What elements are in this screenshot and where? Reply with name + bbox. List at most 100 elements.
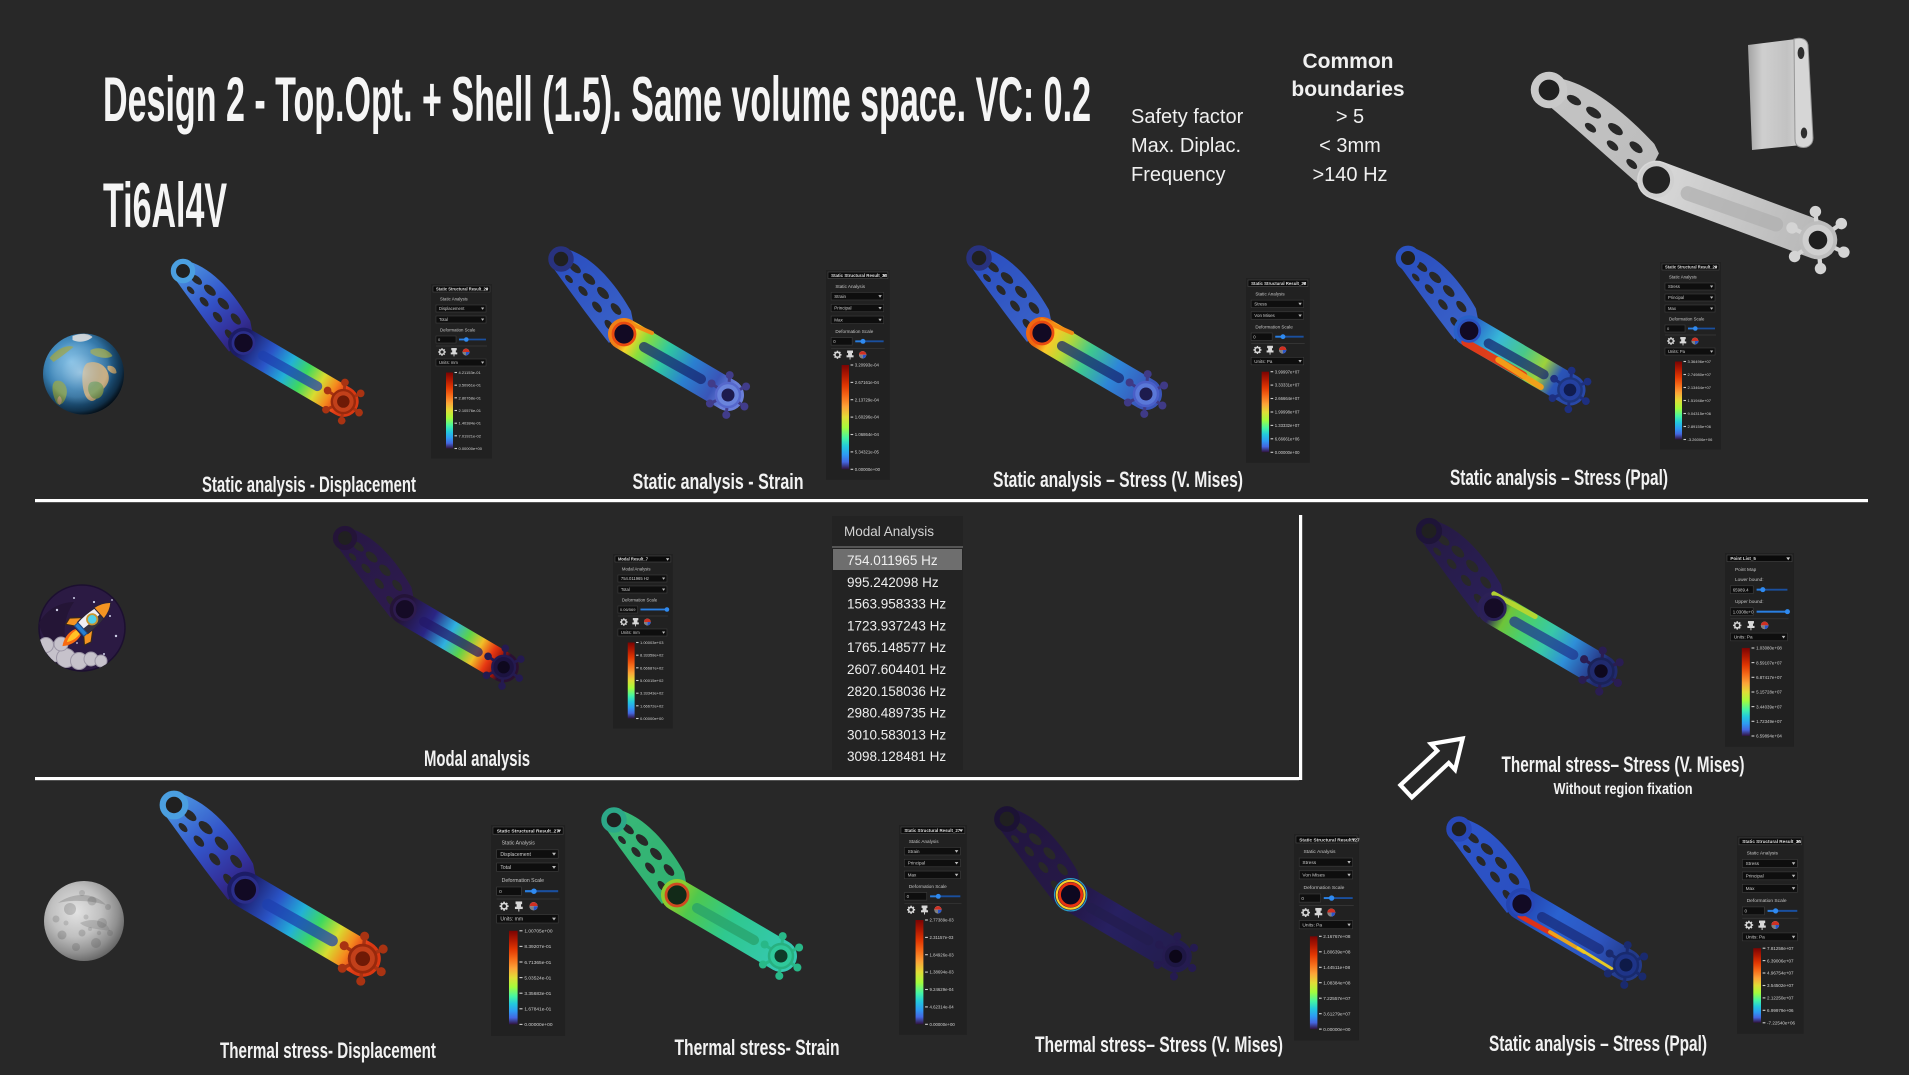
svg-text:Static analysis - Displacement: Static analysis - Displacement <box>202 472 416 497</box>
svg-text:0.00000e+00: 0.00000e+00 <box>1323 1027 1351 1032</box>
svg-text:Principal: Principal <box>834 306 851 311</box>
svg-text:Total: Total <box>621 587 630 592</box>
svg-text:3.20993e-04: 3.20993e-04 <box>855 363 880 368</box>
svg-text:2.80768e-01: 2.80768e-01 <box>459 395 482 400</box>
svg-text:1.66672e+02: 1.66672e+02 <box>640 703 664 708</box>
svg-text:Von Mises: Von Mises <box>1254 313 1275 318</box>
svg-text:1.60296e-04: 1.60296e-04 <box>855 415 880 420</box>
svg-text:Deformation Scale: Deformation Scale <box>1255 324 1293 329</box>
svg-text:1.08384e+08: 1.08384e+08 <box>1323 981 1351 986</box>
svg-text:Deformation Scale: Deformation Scale <box>1747 898 1787 904</box>
svg-text:Max: Max <box>1668 306 1677 311</box>
svg-text:754.011965 Hz: 754.011965 Hz <box>847 553 938 568</box>
svg-text:5.15728e+07: 5.15728e+07 <box>1756 690 1782 695</box>
svg-text:1.06864e-04: 1.06864e-04 <box>855 432 880 437</box>
svg-text:Thermal stress– Stress (V. Mis: Thermal stress– Stress (V. Mises) <box>1502 752 1745 777</box>
svg-text:6.39006e+07: 6.39006e+07 <box>1767 958 1794 963</box>
svg-text:2.89155e+06: 2.89155e+06 <box>1688 424 1712 429</box>
svg-text:2.74980e+07: 2.74980e+07 <box>1688 372 1712 377</box>
svg-text:3098.128481 Hz: 3098.128481 Hz <box>847 749 946 764</box>
svg-text:0.00000e+00: 0.00000e+00 <box>855 467 881 472</box>
svg-text:1.33332e+07: 1.33332e+07 <box>1275 423 1300 428</box>
svg-text:1.00705e+00: 1.00705e+00 <box>524 929 552 935</box>
svg-text:Static Analysis: Static Analysis <box>1303 849 1336 855</box>
svg-text:Thermal stress- Displacement: Thermal stress- Displacement <box>220 1038 436 1063</box>
svg-text:Static Structural Result_27: Static Structural Result_27 <box>497 829 560 835</box>
svg-text:1.44511e+08: 1.44511e+08 <box>1323 965 1350 970</box>
svg-text:Static analysis – Stress (Ppal: Static analysis – Stress (Ppal) <box>1489 1031 1707 1056</box>
svg-text:1.03080e+08: 1.03080e+08 <box>1756 646 1782 651</box>
svg-text:2.12250e+07: 2.12250e+07 <box>1767 996 1794 1001</box>
svg-text:1.99998e+07: 1.99998e+07 <box>1275 410 1300 415</box>
svg-text:Static Structural Result_23: Static Structural Result_23 <box>831 273 887 278</box>
svg-text:2980.489735 Hz: 2980.489735 Hz <box>847 706 946 721</box>
svg-text:1765.148577 Hz: 1765.148577 Hz <box>847 640 946 655</box>
svg-text:Displacement: Displacement <box>500 852 531 858</box>
svg-text:0: 0 <box>499 889 502 895</box>
svg-text:5.00015e+02: 5.00015e+02 <box>640 678 664 683</box>
svg-text:0.00000e+00: 0.00000e+00 <box>930 1022 956 1027</box>
svg-text:Static analysis – Stress (V. M: Static analysis – Stress (V. Mises) <box>993 467 1243 492</box>
svg-text:5.34321e-05: 5.34321e-05 <box>855 450 880 455</box>
svg-text:Total: Total <box>500 865 511 871</box>
svg-text:Static Analysis: Static Analysis <box>1255 292 1285 297</box>
svg-text:1.84926e-03: 1.84926e-03 <box>930 952 955 957</box>
svg-text:2.66664e+07: 2.66664e+07 <box>1275 396 1300 401</box>
svg-text:Static Structural Result_23: Static Structural Result_23 <box>1251 281 1307 286</box>
svg-text:65989.4: 65989.4 <box>1733 587 1749 592</box>
svg-text:Max: Max <box>1746 886 1756 892</box>
svg-text:1.38694e-03: 1.38694e-03 <box>930 970 955 975</box>
svg-text:Strain: Strain <box>834 294 846 299</box>
svg-text:1723.937243 Hz: 1723.937243 Hz <box>847 618 946 633</box>
svg-text:2.77389e-03: 2.77389e-03 <box>930 918 955 923</box>
svg-text:2.13729e-04: 2.13729e-04 <box>855 397 880 402</box>
svg-text:Common: Common <box>1303 50 1394 73</box>
svg-text:Static Structural Result_23: Static Structural Result_23 <box>1665 265 1718 270</box>
svg-text:3.61279e+07: 3.61279e+07 <box>1323 1011 1351 1016</box>
svg-text:Safety factor: Safety factor <box>1131 106 1244 128</box>
svg-text:3.36496e+07: 3.36496e+07 <box>1688 359 1712 364</box>
svg-text:3010.583013 Hz: 3010.583013 Hz <box>847 727 946 742</box>
svg-text:Deformation Scale: Deformation Scale <box>1669 317 1705 322</box>
svg-text:1.00003e+03: 1.00003e+03 <box>640 640 664 645</box>
svg-text:3.50961e-01: 3.50961e-01 <box>459 383 482 388</box>
svg-text:Principal: Principal <box>908 861 925 866</box>
svg-text:2.67161e-04: 2.67161e-04 <box>855 380 880 385</box>
svg-text:0.06/569: 0.06/569 <box>620 607 636 612</box>
svg-text:Max. Diplac.: Max. Diplac. <box>1131 135 1241 157</box>
svg-text:Deformation Scale: Deformation Scale <box>909 884 947 889</box>
svg-text:Principal: Principal <box>1668 295 1684 300</box>
svg-text:0: 0 <box>1667 326 1670 331</box>
svg-text:2.13464e+07: 2.13464e+07 <box>1688 385 1712 390</box>
svg-text:2.16767e+08: 2.16767e+08 <box>1323 934 1351 939</box>
svg-text:6.59894e+04: 6.59894e+04 <box>1756 734 1782 739</box>
svg-text:3.99997e+07: 3.99997e+07 <box>1275 369 1300 374</box>
svg-text:6.99979e+06: 6.99979e+06 <box>1767 1008 1794 1013</box>
svg-text:0: 0 <box>907 894 910 899</box>
svg-text:2820.158036 Hz: 2820.158036 Hz <box>847 684 946 699</box>
svg-text:0.00000e+00: 0.00000e+00 <box>1275 450 1300 455</box>
svg-text:Max: Max <box>908 873 917 878</box>
svg-text:1.80639e+08: 1.80639e+08 <box>1323 950 1351 955</box>
svg-text:Frequency: Frequency <box>1131 164 1226 186</box>
svg-text:0: 0 <box>1253 334 1256 339</box>
svg-text:Static Analysis: Static Analysis <box>440 297 468 302</box>
svg-text:Static Structural Result_27: Static Structural Result_27 <box>904 828 960 833</box>
svg-text:Static Structural Result_23: Static Structural Result_23 <box>436 287 489 292</box>
svg-text:Without region fixation: Without region fixation <box>1554 781 1693 798</box>
svg-text:-7.22540e+06: -7.22540e+06 <box>1767 1020 1795 1025</box>
svg-text:Deformation Scale: Deformation Scale <box>622 598 658 603</box>
svg-text:Stress: Stress <box>1302 860 1316 866</box>
svg-text:Static Structural Result_25: Static Structural Result_25 <box>1742 839 1801 844</box>
svg-text:6.71365e-01: 6.71365e-01 <box>524 960 551 966</box>
svg-text:Upper bound:: Upper bound: <box>1735 599 1764 605</box>
svg-text:7.81258e+07: 7.81258e+07 <box>1767 946 1794 951</box>
svg-text:> 5: > 5 <box>1336 106 1364 128</box>
svg-text:2.31157e-03: 2.31157e-03 <box>930 935 954 940</box>
svg-text:Total: Total <box>439 317 448 322</box>
svg-text:4.21153e-01: 4.21153e-01 <box>459 370 482 375</box>
svg-text:1563.958333 Hz: 1563.958333 Hz <box>847 597 946 612</box>
svg-text:995.242098 Hz: 995.242098 Hz <box>847 575 939 590</box>
svg-text:6.66661e+06: 6.66661e+06 <box>1275 436 1300 441</box>
svg-text:Units: Pa: Units: Pa <box>1668 349 1686 354</box>
